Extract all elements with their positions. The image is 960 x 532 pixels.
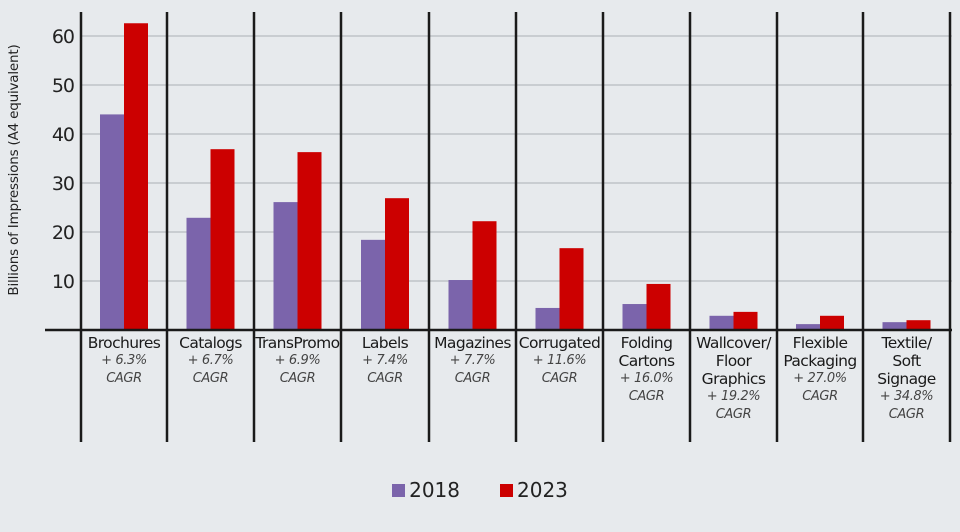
y-tick-30: 30: [52, 173, 74, 195]
cagr-label: CAGR: [367, 371, 403, 386]
bar-2023-8: [820, 315, 844, 330]
legend-swatch-2018: [392, 483, 406, 497]
bar-2023-3: [385, 198, 409, 330]
cagr-value: + 34.8%: [879, 389, 934, 404]
cagr-label: CAGR: [192, 371, 229, 386]
category-label: Corrugated + 11.6% CAGR: [517, 334, 602, 388]
legend-label-2023: 2023: [517, 478, 568, 502]
y-tick-40: 40: [52, 124, 74, 146]
category-name: Corrugated: [518, 334, 601, 352]
cagr-value: + 6.9%: [274, 353, 321, 368]
cagr-value: + 7.4%: [362, 353, 408, 368]
category-label: Textile/Soft Signage + 34.8% CAGR: [864, 334, 949, 424]
bar-2023-2: [297, 152, 322, 330]
category-name: TransPromo: [255, 334, 340, 352]
category-label: Flexible Packaging + 27.0% CAGR: [778, 334, 862, 406]
cagr-value: + 16.0%: [619, 371, 674, 386]
category-label: Brochures + 6.3% CAGR: [82, 334, 166, 388]
cagr-label: CAGR: [715, 407, 752, 422]
cagr-label: CAGR: [454, 371, 491, 386]
category-name: Textile/: [881, 334, 933, 352]
y-tick-20: 20: [52, 222, 74, 244]
bar-2018-9: [882, 322, 907, 330]
cagr-value: + 27.0%: [793, 371, 847, 386]
category-name: Labels: [361, 334, 409, 352]
cagr-value: + 19.2%: [706, 389, 761, 404]
bar-2018-1: [186, 217, 211, 330]
bar-2023-5: [559, 248, 584, 330]
category-label: Magazines + 7.7% CAGR: [430, 334, 515, 388]
category-name: Soft: [892, 352, 921, 370]
bar-2018-5: [535, 307, 560, 330]
category-label: Catalogs + 6.7% CAGR: [168, 334, 253, 388]
category-dividers: [45, 12, 952, 442]
category-label: Labels + 7.4% CAGR: [342, 334, 428, 388]
bar-2018-3: [361, 239, 385, 330]
y-tick-60: 60: [52, 26, 74, 48]
bar-2018-8: [796, 324, 820, 330]
category-label: Wallcover/Floor Graphics + 19.2% CAGR: [691, 334, 776, 424]
cagr-label: CAGR: [802, 389, 838, 404]
bar-2023-7: [733, 311, 758, 330]
category-name: Graphics: [701, 370, 766, 388]
legend-swatch-2023: [500, 483, 513, 497]
cagr-value: + 11.6%: [532, 353, 587, 368]
bar-2018-2: [273, 202, 298, 330]
category-name: Flexible: [792, 334, 848, 352]
category-name: Folding: [620, 334, 673, 352]
bar-2023-6: [646, 283, 671, 330]
bar-2018-7: [709, 315, 734, 330]
bar-2023-9: [906, 320, 931, 330]
y-tick-10: 10: [52, 271, 74, 293]
legend-item-2023: 2023: [500, 478, 568, 502]
y-tick-50: 50: [52, 75, 74, 97]
bar-2023-4: [472, 221, 497, 330]
bar-2018-0: [100, 114, 124, 331]
cagr-value: + 7.7%: [449, 353, 496, 368]
category-label: Folding Cartons + 16.0% CAGR: [604, 334, 689, 406]
category-label: TransPromo + 6.9% CAGR: [255, 334, 340, 388]
category-name: Brochures: [87, 334, 161, 352]
legend-label-2018: 2018: [409, 478, 460, 502]
bar-2018-6: [622, 304, 647, 330]
cagr-label: CAGR: [888, 407, 925, 422]
bars: [100, 23, 931, 331]
cagr-label: CAGR: [628, 389, 665, 404]
bar-2023-1: [210, 149, 235, 330]
cagr-label: CAGR: [541, 371, 578, 386]
cagr-value: + 6.3%: [101, 353, 147, 368]
category-name: Cartons: [618, 352, 676, 370]
y-tick-labels: 10 20 30 40 50 60: [52, 26, 75, 293]
category-name: Magazines: [434, 334, 511, 352]
category-name: Wallcover/: [696, 334, 771, 352]
cagr-label: CAGR: [106, 371, 142, 386]
category-name: Packaging: [783, 352, 857, 370]
bar-2023-0: [124, 23, 148, 330]
legend: 2018 2023: [0, 478, 960, 502]
y-axis-label: Billions of Impressions (A4 equivalent): [6, 44, 22, 296]
category-name: Floor: [715, 352, 752, 370]
cagr-value: + 6.7%: [187, 353, 234, 368]
category-name: Signage: [877, 370, 936, 388]
category-name: Catalogs: [179, 334, 242, 352]
cagr-label: CAGR: [279, 371, 316, 386]
legend-item-2018: 2018: [392, 478, 460, 502]
bar-2018-4: [448, 280, 473, 330]
